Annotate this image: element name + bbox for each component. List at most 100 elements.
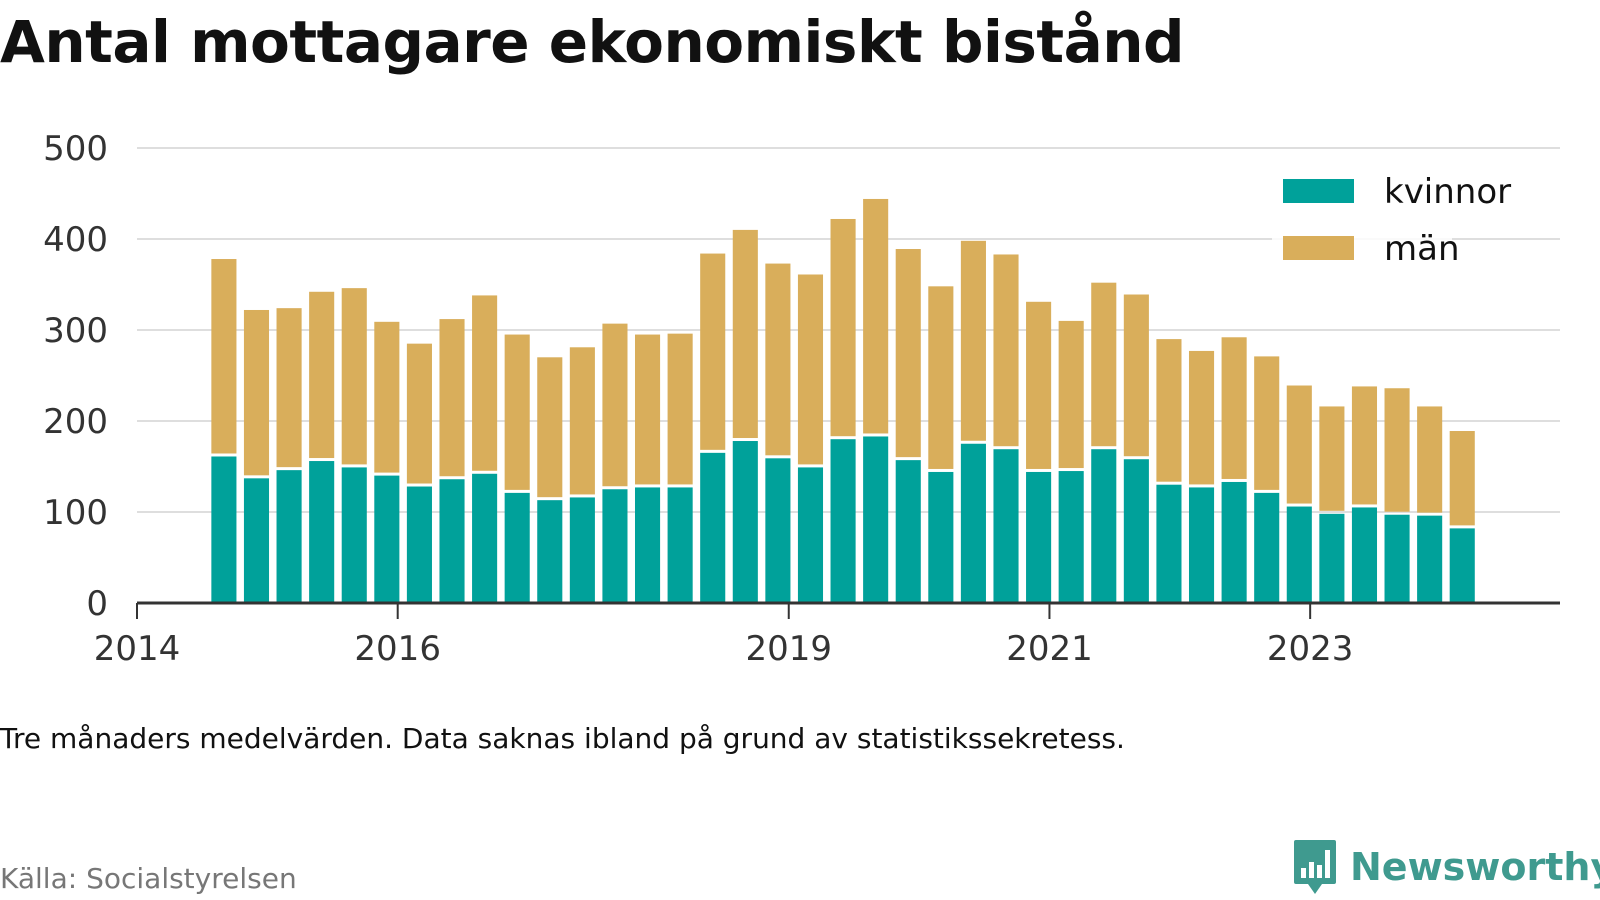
bar-man — [928, 286, 954, 469]
bar-kvinnor — [1091, 449, 1117, 603]
bar-kvinnor — [1188, 487, 1215, 603]
x-tick-label: 2019 — [745, 629, 832, 669]
bar-man — [1026, 301, 1052, 469]
bar-man — [341, 288, 367, 465]
bar-man — [1351, 386, 1378, 505]
bar-man — [1156, 339, 1182, 482]
bar-man — [1417, 406, 1443, 513]
bar-kvinnor — [309, 461, 335, 603]
bar-kvinnor — [504, 492, 530, 603]
bar-man — [472, 295, 498, 471]
y-tick-label: 500 — [43, 129, 108, 169]
bar-man — [634, 334, 661, 485]
bar-man — [1091, 282, 1117, 447]
bar-kvinnor — [341, 467, 367, 603]
bar-man — [439, 319, 465, 477]
legend-label: män — [1384, 229, 1460, 269]
bar-kvinnor — [700, 452, 726, 603]
bar-man — [1058, 320, 1084, 469]
bar-kvinnor — [211, 456, 237, 603]
bar-kvinnor — [569, 497, 595, 603]
bar-kvinnor — [537, 500, 563, 603]
bars — [211, 198, 1475, 603]
bar-man — [1449, 431, 1475, 526]
bar-kvinnor — [472, 473, 498, 603]
axes: 0 100 200 300 400 500 2014 2016 2019 2021 2023 — [43, 129, 1560, 669]
y-tick-label: 200 — [43, 402, 108, 442]
bar-kvinnor — [732, 441, 758, 603]
bar-kvinnor — [243, 478, 270, 603]
chart-title: Antal mottagare ekonomiskt bistånd — [0, 8, 1185, 76]
bar-man — [537, 357, 563, 498]
bar-kvinnor — [374, 475, 400, 603]
chart-note: Tre månaders medelvärden. Data saknas ib… — [0, 722, 1125, 755]
bar-kvinnor — [406, 486, 432, 603]
bar-kvinnor — [1254, 492, 1280, 603]
bar-man — [1221, 337, 1247, 479]
bar-man — [276, 308, 302, 468]
y-tick-label: 0 — [86, 584, 108, 624]
brand-name: Newsworthy — [1350, 845, 1600, 889]
legend-swatch — [1283, 236, 1354, 260]
bar-man — [406, 343, 432, 484]
bar-man — [243, 309, 270, 476]
bar-man — [960, 240, 986, 441]
bar-man — [374, 321, 400, 473]
x-tick-label: 2023 — [1267, 629, 1354, 669]
x-tick-label: 2016 — [354, 629, 441, 669]
bar-kvinnor — [1449, 528, 1475, 603]
bar-kvinnor — [830, 439, 856, 603]
bar-man — [1254, 356, 1280, 490]
bar-kvinnor — [439, 479, 465, 603]
bar-kvinnor — [602, 489, 628, 603]
bar-kvinnor — [960, 443, 986, 603]
bar-man — [504, 334, 530, 490]
legend-swatch — [1283, 179, 1354, 203]
bar-kvinnor — [1123, 459, 1149, 603]
bar-kvinnor — [1286, 506, 1312, 603]
bar-man — [569, 347, 595, 495]
brand-logo: Newsworthy — [1292, 838, 1600, 896]
bar-kvinnor — [1417, 515, 1443, 603]
chart-source: Källa: Socialstyrelsen — [0, 862, 297, 895]
bar-man — [732, 229, 758, 439]
bar-kvinnor — [1026, 471, 1052, 603]
bar-kvinnor — [895, 460, 921, 603]
bar-man — [1384, 388, 1410, 512]
legend-label: kvinnor — [1384, 172, 1511, 212]
bar-man — [602, 323, 628, 487]
bar-man — [211, 259, 237, 454]
legend: kvinnor män — [1272, 165, 1511, 280]
bar-man — [700, 253, 726, 450]
bar-man — [863, 198, 889, 434]
newsworthy-chart-icon — [1294, 840, 1336, 894]
bar-kvinnor — [765, 458, 791, 603]
bar-man — [309, 291, 335, 459]
y-tick-label: 400 — [43, 220, 108, 260]
bar-man — [830, 218, 856, 437]
bar-kvinnor — [276, 470, 302, 603]
bar-kvinnor — [1221, 481, 1247, 603]
bar-man — [1319, 406, 1345, 511]
bar-kvinnor — [1058, 471, 1084, 603]
y-tick-label: 300 — [43, 311, 108, 351]
bar-man — [765, 263, 791, 456]
bar-kvinnor — [1384, 514, 1410, 603]
bar-man — [1123, 294, 1149, 457]
bar-man — [667, 333, 693, 485]
bar-kvinnor — [928, 471, 954, 603]
bar-kvinnor — [634, 487, 661, 603]
bar-man — [797, 274, 824, 465]
bar-kvinnor — [1351, 507, 1378, 603]
bar-kvinnor — [1319, 513, 1345, 603]
bar-man — [895, 249, 921, 458]
x-tick-label: 2021 — [1006, 629, 1093, 669]
bar-man — [1188, 350, 1215, 485]
x-tick-label: 2014 — [94, 629, 181, 669]
bar-kvinnor — [863, 436, 889, 603]
bar-kvinnor — [993, 449, 1019, 603]
bar-kvinnor — [1156, 484, 1182, 603]
bar-man — [1286, 385, 1312, 504]
bar-kvinnor — [797, 467, 824, 603]
